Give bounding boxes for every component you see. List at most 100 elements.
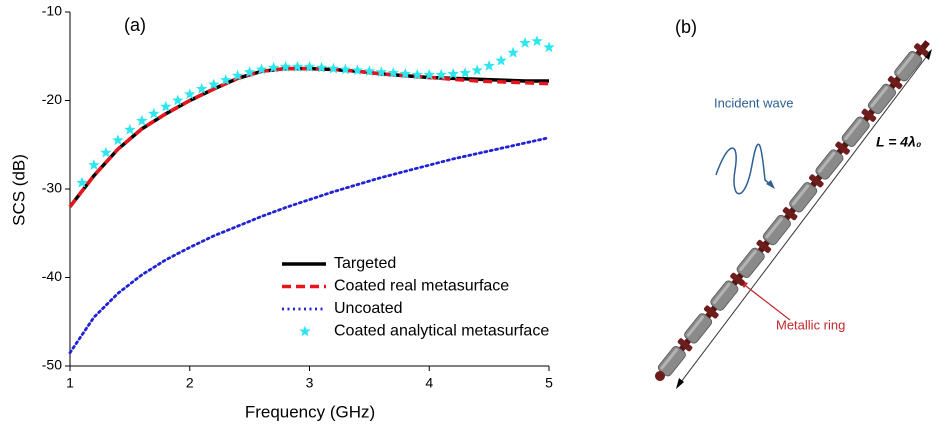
ring bbox=[730, 272, 745, 286]
diagram: (b) Incident wave L = 4λ₀ Metallic ring bbox=[655, 17, 932, 389]
y-tick-label: -50 bbox=[42, 357, 62, 373]
cylinder-shine bbox=[870, 86, 888, 108]
cylinder-shine bbox=[791, 184, 810, 206]
marker bbox=[375, 66, 388, 77]
series-line bbox=[68, 66, 550, 208]
marker bbox=[363, 65, 376, 77]
cylinder-shine bbox=[818, 151, 836, 173]
marker bbox=[124, 123, 136, 135]
marker bbox=[531, 35, 543, 47]
cylinder-shine bbox=[739, 250, 757, 272]
legend-label: Uncoated bbox=[334, 300, 403, 317]
marker bbox=[243, 66, 256, 77]
marker bbox=[100, 146, 112, 158]
cylinder-shine bbox=[765, 217, 783, 239]
marker bbox=[148, 107, 160, 119]
wave bbox=[715, 143, 773, 195]
marker bbox=[495, 54, 507, 66]
cylinder bbox=[894, 50, 923, 82]
y-tick-label: -10 bbox=[42, 3, 62, 19]
marker bbox=[76, 176, 88, 188]
marker bbox=[411, 68, 423, 80]
marker bbox=[507, 46, 519, 58]
legend: Targeted Coated real metasurface Uncoated C… bbox=[282, 255, 549, 340]
x-tick-label: 5 bbox=[545, 375, 553, 391]
marker bbox=[351, 64, 364, 76]
panel-label: (a) bbox=[124, 15, 146, 35]
ring-pointer bbox=[741, 282, 791, 321]
marker bbox=[136, 114, 148, 126]
rod-end bbox=[655, 371, 665, 381]
legend-label: Coated real metasurface bbox=[334, 278, 509, 295]
ring bbox=[914, 43, 929, 57]
ring bbox=[703, 305, 719, 319]
cylinder bbox=[684, 313, 713, 344]
legend-label: Targeted bbox=[334, 255, 396, 272]
cylinder bbox=[710, 280, 739, 311]
legend-marker bbox=[299, 325, 311, 337]
marker bbox=[267, 61, 280, 73]
marker bbox=[220, 74, 232, 85]
cylinder-shine bbox=[686, 315, 705, 337]
y-tick-label: -20 bbox=[42, 91, 62, 107]
cylinder bbox=[736, 247, 765, 279]
length-arrow bbox=[677, 51, 931, 387]
ring bbox=[677, 338, 693, 352]
rod bbox=[655, 40, 930, 381]
cylinder-shine bbox=[844, 119, 862, 141]
incident-label: Incident wave bbox=[714, 95, 794, 110]
marker bbox=[303, 60, 316, 72]
wave-arrowhead bbox=[766, 180, 775, 189]
marker bbox=[255, 63, 268, 75]
marker bbox=[339, 63, 352, 75]
marker bbox=[172, 94, 184, 106]
cylinder bbox=[841, 116, 870, 147]
marker bbox=[459, 67, 471, 78]
cylinder-shine bbox=[896, 53, 915, 75]
x-axis-label: Frequency (GHz) bbox=[245, 402, 375, 421]
cylinder bbox=[789, 182, 818, 213]
ring bbox=[861, 108, 877, 122]
marker bbox=[483, 60, 495, 71]
marker bbox=[471, 64, 483, 76]
x-tick-label: 1 bbox=[66, 375, 74, 391]
y-tick-label: -30 bbox=[42, 180, 62, 196]
marker bbox=[447, 67, 459, 79]
marker bbox=[279, 60, 292, 72]
ring bbox=[756, 239, 772, 253]
marker bbox=[423, 68, 435, 80]
marker bbox=[208, 78, 220, 90]
length-label: L = 4λ₀ bbox=[876, 134, 922, 150]
y-axis-label: SCS (dB) bbox=[9, 154, 28, 226]
marker bbox=[519, 37, 531, 48]
cylinder-shine bbox=[712, 282, 731, 304]
marker bbox=[291, 60, 304, 72]
cylinder bbox=[762, 214, 791, 246]
series-line bbox=[68, 136, 551, 355]
marker bbox=[387, 67, 399, 78]
x-tick-label: 3 bbox=[306, 375, 314, 391]
marker bbox=[543, 41, 555, 53]
cylinder-shine bbox=[660, 348, 678, 370]
marker bbox=[327, 62, 340, 74]
ring bbox=[835, 141, 850, 155]
marker bbox=[112, 134, 124, 146]
cylinder bbox=[815, 149, 844, 180]
y-tick-label: -40 bbox=[42, 268, 62, 284]
marker bbox=[184, 88, 196, 100]
ring bbox=[887, 76, 903, 90]
marker bbox=[196, 83, 208, 94]
marker bbox=[315, 61, 328, 73]
ring bbox=[782, 207, 798, 221]
cylinder bbox=[867, 83, 896, 115]
marker bbox=[399, 67, 411, 79]
legend-label: Coated analytical metasurface bbox=[334, 323, 549, 340]
marker bbox=[88, 159, 100, 170]
ring-label: Metallic ring bbox=[776, 317, 845, 332]
series-line bbox=[68, 66, 549, 208]
marker bbox=[231, 69, 244, 81]
arrowhead bbox=[676, 378, 684, 389]
marker bbox=[435, 68, 447, 80]
